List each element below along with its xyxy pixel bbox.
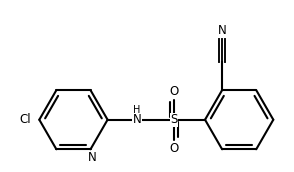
Text: N: N xyxy=(132,113,141,126)
Text: H: H xyxy=(133,105,141,115)
Text: Cl: Cl xyxy=(20,113,31,126)
Text: S: S xyxy=(170,113,178,126)
Text: N: N xyxy=(87,152,96,164)
Text: O: O xyxy=(169,142,179,155)
Text: N: N xyxy=(218,24,226,37)
Text: O: O xyxy=(169,85,179,98)
